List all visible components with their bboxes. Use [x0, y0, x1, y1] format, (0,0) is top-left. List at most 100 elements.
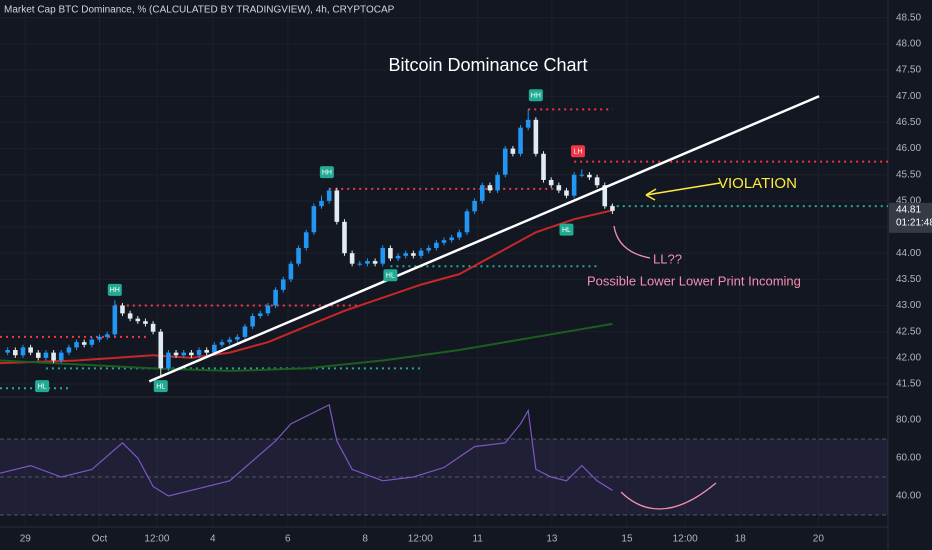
candle-body [472, 200, 477, 212]
swing-badge-label: HL [156, 383, 165, 390]
candle-body [426, 247, 431, 251]
y-tick-label: 60.00 [896, 453, 921, 464]
candle-body [487, 185, 493, 191]
symbol-header: Market Cap BTC Dominance, % (CALCULATED … [4, 5, 395, 16]
annotation: LL?? [653, 251, 682, 266]
y-tick-label: 45.00 [896, 196, 921, 207]
y-tick-label: 45.50 [896, 169, 921, 180]
x-tick-label: 29 [20, 534, 32, 545]
candle-body [533, 119, 539, 154]
candle-body [257, 313, 263, 316]
candle-body [242, 326, 248, 337]
annotation-arrowhead [645, 188, 657, 201]
swing-badge-label: HH [110, 287, 120, 294]
candle-body [602, 185, 608, 207]
x-tick-label: 12:00 [408, 534, 433, 545]
candle-body [541, 153, 546, 180]
candle-body [349, 253, 355, 264]
candle-body [143, 321, 148, 324]
y-tick-label: 48.50 [896, 12, 921, 23]
y-tick-label: 40.00 [896, 491, 921, 502]
y-tick-label: 43.50 [896, 274, 921, 285]
countdown-label: 01:21:48 [896, 217, 932, 228]
y-tick-label: 46.50 [896, 117, 921, 128]
x-tick-label: 8 [362, 534, 368, 545]
candle-body [610, 206, 615, 211]
candle-body [212, 344, 217, 353]
candle-body [418, 250, 424, 256]
candle-body [388, 247, 393, 259]
candle-body [579, 174, 585, 176]
candle-body [173, 352, 179, 356]
candle-body [365, 261, 370, 264]
x-tick-label: 4 [210, 534, 216, 545]
candle-body [112, 305, 118, 335]
x-tick-label: 13 [546, 534, 558, 545]
swing-badge [35, 380, 50, 393]
candle-body [372, 261, 378, 264]
candle-body [204, 350, 209, 353]
candle-body [380, 247, 386, 264]
x-tick-label: 12:00 [144, 534, 169, 545]
y-tick-label: 43.00 [896, 300, 921, 311]
annotation-curve [620, 482, 717, 510]
y-tick-label: 42.50 [896, 326, 921, 337]
annotation-curve [613, 225, 651, 259]
y-tick-label: 47.00 [896, 91, 921, 102]
candle-body [571, 174, 577, 196]
last-price-label: 44.81 [896, 204, 921, 215]
candle-body [288, 263, 294, 280]
candle-body [556, 185, 562, 191]
candle-body [357, 263, 363, 265]
candle-body [43, 352, 49, 358]
candle-body [51, 352, 56, 361]
y-tick-label: 44.00 [896, 248, 921, 259]
candle-body [235, 336, 240, 340]
swing-badge [319, 166, 334, 179]
y-tick-label: 41.50 [896, 379, 921, 390]
swing-badge-label: LH [573, 149, 582, 156]
x-tick-label: Oct [92, 534, 108, 545]
candle-body [280, 279, 286, 290]
candle-body [495, 174, 500, 191]
candle-body [127, 313, 133, 319]
swing-badge [153, 380, 168, 393]
candle-body [81, 342, 87, 345]
candle-body [525, 119, 531, 128]
candle-body [196, 350, 202, 356]
candle-body [28, 347, 33, 353]
candle-body [457, 232, 462, 238]
candle-body [273, 289, 278, 306]
candle-body [594, 177, 600, 186]
candle-body [342, 221, 347, 254]
candle-body [265, 305, 271, 314]
candle-body [219, 342, 225, 345]
candle-body [135, 318, 141, 322]
candle-body [58, 352, 64, 361]
candle-body [296, 247, 301, 264]
x-tick-label: 11 [472, 534, 483, 545]
swing-badge-label: HL [38, 383, 47, 390]
candle-body [13, 350, 18, 356]
candle-body [326, 190, 332, 201]
candle-body [74, 342, 79, 348]
y-tick-label: 42.00 [896, 352, 921, 363]
candle-body [189, 352, 194, 356]
swing-badge [383, 269, 398, 282]
annotation: VIOLATION [718, 175, 797, 192]
candle-body [403, 253, 409, 256]
swing-badge-label: HH [531, 93, 541, 100]
candle-body [5, 350, 10, 353]
candle-body [464, 211, 470, 233]
candle-body [334, 190, 340, 222]
last-price-box [889, 202, 932, 233]
swing-badge [559, 223, 574, 236]
candle-body [395, 255, 401, 259]
candle-body [479, 185, 485, 201]
candle-body [411, 253, 416, 256]
indicator-line [0, 403, 613, 497]
annotation-arrow [645, 182, 721, 196]
x-tick-label: 15 [621, 534, 633, 545]
